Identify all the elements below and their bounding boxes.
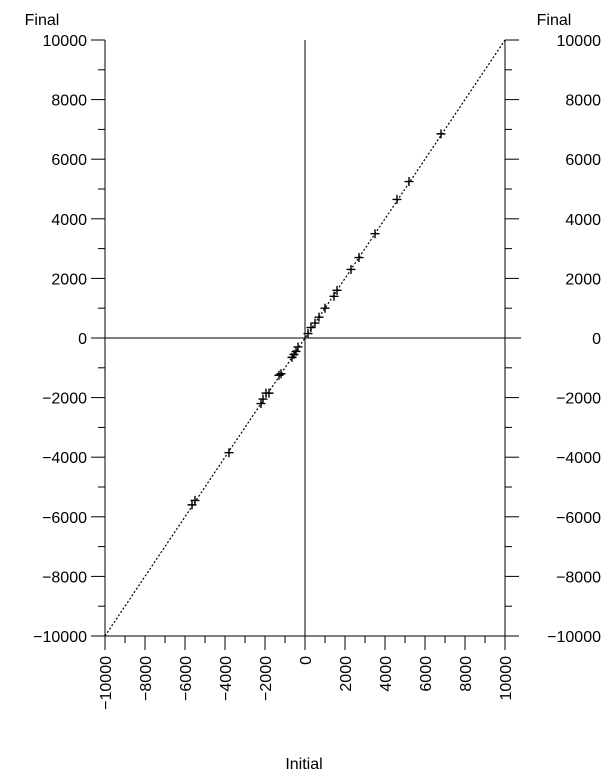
y-tick-label-left: −10000 [33,629,87,646]
data-point-marker [293,342,303,352]
x-tick-label: 4000 [378,656,395,692]
y-tick-label-left: 6000 [51,152,87,169]
y-tick-label-left: −2000 [42,391,87,408]
x-tick-label: −6000 [178,656,195,701]
data-point-marker [306,323,316,333]
y-tick-label-right: 6000 [565,152,601,169]
y-tick-label-right: 4000 [565,212,601,229]
y-tick-label-right: 8000 [565,93,601,110]
data-point-marker [310,318,320,328]
data-point-marker [256,399,266,409]
data-point-marker [187,500,197,510]
y-axis-title-left: Final [25,12,60,29]
x-tick-label: −10000 [98,656,115,710]
data-point-marker [303,329,313,339]
x-tick-label: 0 [298,656,315,665]
data-point-marker [261,388,271,398]
points-layer [187,129,446,510]
y-tick-label-right: 0 [592,331,601,348]
ticks-layer: −10000 −10000 −8000 −8000 −6000 −6000 −4000 −40… [33,33,601,710]
y-tick-label-left: −8000 [42,569,87,586]
data-point-marker [287,352,297,362]
x-tick-label: −2000 [258,656,275,701]
y-tick-label-right: 10000 [557,33,602,50]
data-point-marker [370,229,380,239]
data-point-marker [404,177,414,187]
x-tick-label: 6000 [418,656,435,692]
y-tick-label-left: 8000 [51,93,87,110]
y-tick-label-right: −8000 [556,569,601,586]
x-tick-label: 2000 [338,656,355,692]
y-tick-label-left: 2000 [51,271,87,288]
data-point-marker [320,303,330,313]
data-point-marker [436,129,446,139]
data-point-marker [392,194,402,204]
data-point-marker [354,253,364,263]
data-point-marker [224,448,234,458]
data-point-marker [276,369,286,379]
x-tick-label: −4000 [218,656,235,701]
y-tick-label-left: 10000 [43,33,88,50]
x-tick-label: 10000 [498,656,515,701]
x-axis-title: Initial [285,756,322,773]
y-tick-label-right: 2000 [565,271,601,288]
y-tick-label-right: −4000 [556,450,601,467]
data-point-marker [346,264,356,274]
y-tick-label-left: −6000 [42,510,87,527]
x-tick-label: −8000 [138,656,155,701]
data-point-marker [274,370,284,380]
y-tick-label-right: −10000 [547,629,601,646]
y-tick-label-left: 0 [78,331,87,348]
y-tick-label-right: −6000 [556,510,601,527]
data-point-marker [314,312,324,322]
y-tick-label-right: −2000 [556,391,601,408]
y-tick-label-left: −4000 [42,450,87,467]
y-axis-title-right: Final [537,12,572,29]
x-tick-label: 8000 [458,656,475,692]
axes-layer [104,39,521,637]
data-point-marker [332,285,342,295]
y-tick-label-left: 4000 [51,212,87,229]
data-point-marker [329,291,339,301]
data-point-marker [258,394,268,404]
